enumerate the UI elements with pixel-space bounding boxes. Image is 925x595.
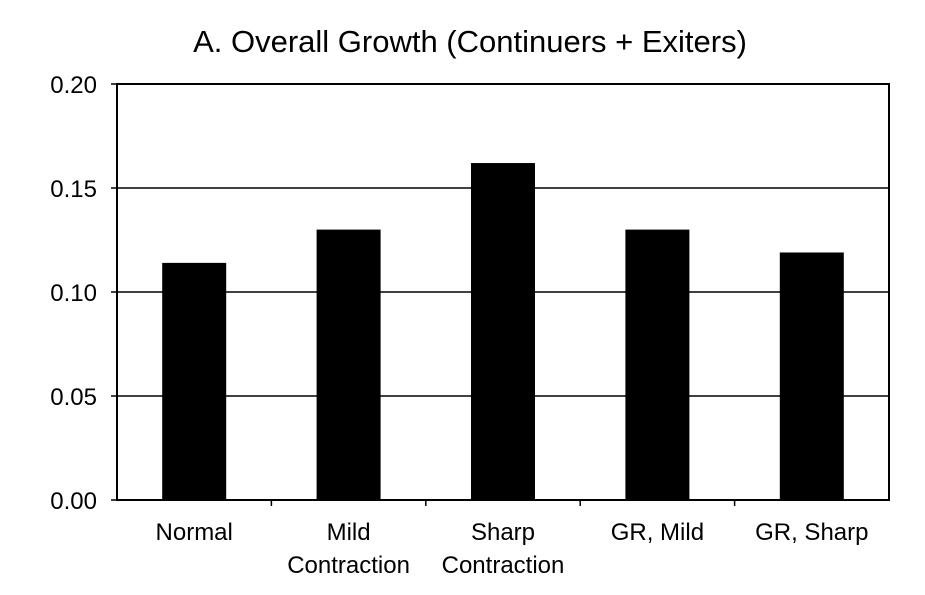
x-tick-label: GR, Mild <box>611 519 704 546</box>
x-tick-label: Contraction <box>287 552 410 579</box>
x-tick-label: GR, Sharp <box>755 519 868 546</box>
x-tick-label: Mild <box>327 519 371 546</box>
x-tick-label: Contraction <box>442 552 565 579</box>
y-axis-ticks: 0.00 0.05 0.10 0.15 0.20 <box>50 72 117 515</box>
x-axis-ticks: Normal Mild Contraction Sharp Contraction GR,… <box>156 500 868 579</box>
bar <box>625 229 690 500</box>
x-tick-label: Sharp <box>471 519 535 546</box>
y-tick-label: 0.00 <box>50 488 97 515</box>
bar <box>162 262 227 500</box>
chart-title: A. Overall Growth (Continuers + Exiters) <box>193 24 747 59</box>
y-tick-label: 0.15 <box>50 176 97 203</box>
x-tick-label: Normal <box>156 519 233 546</box>
bar <box>471 163 535 501</box>
bar <box>779 252 844 500</box>
y-tick-label: 0.05 <box>50 384 97 411</box>
y-tick-label: 0.10 <box>50 280 97 307</box>
bars <box>162 163 844 501</box>
bar <box>316 229 381 500</box>
y-tick-label: 0.20 <box>50 72 97 99</box>
